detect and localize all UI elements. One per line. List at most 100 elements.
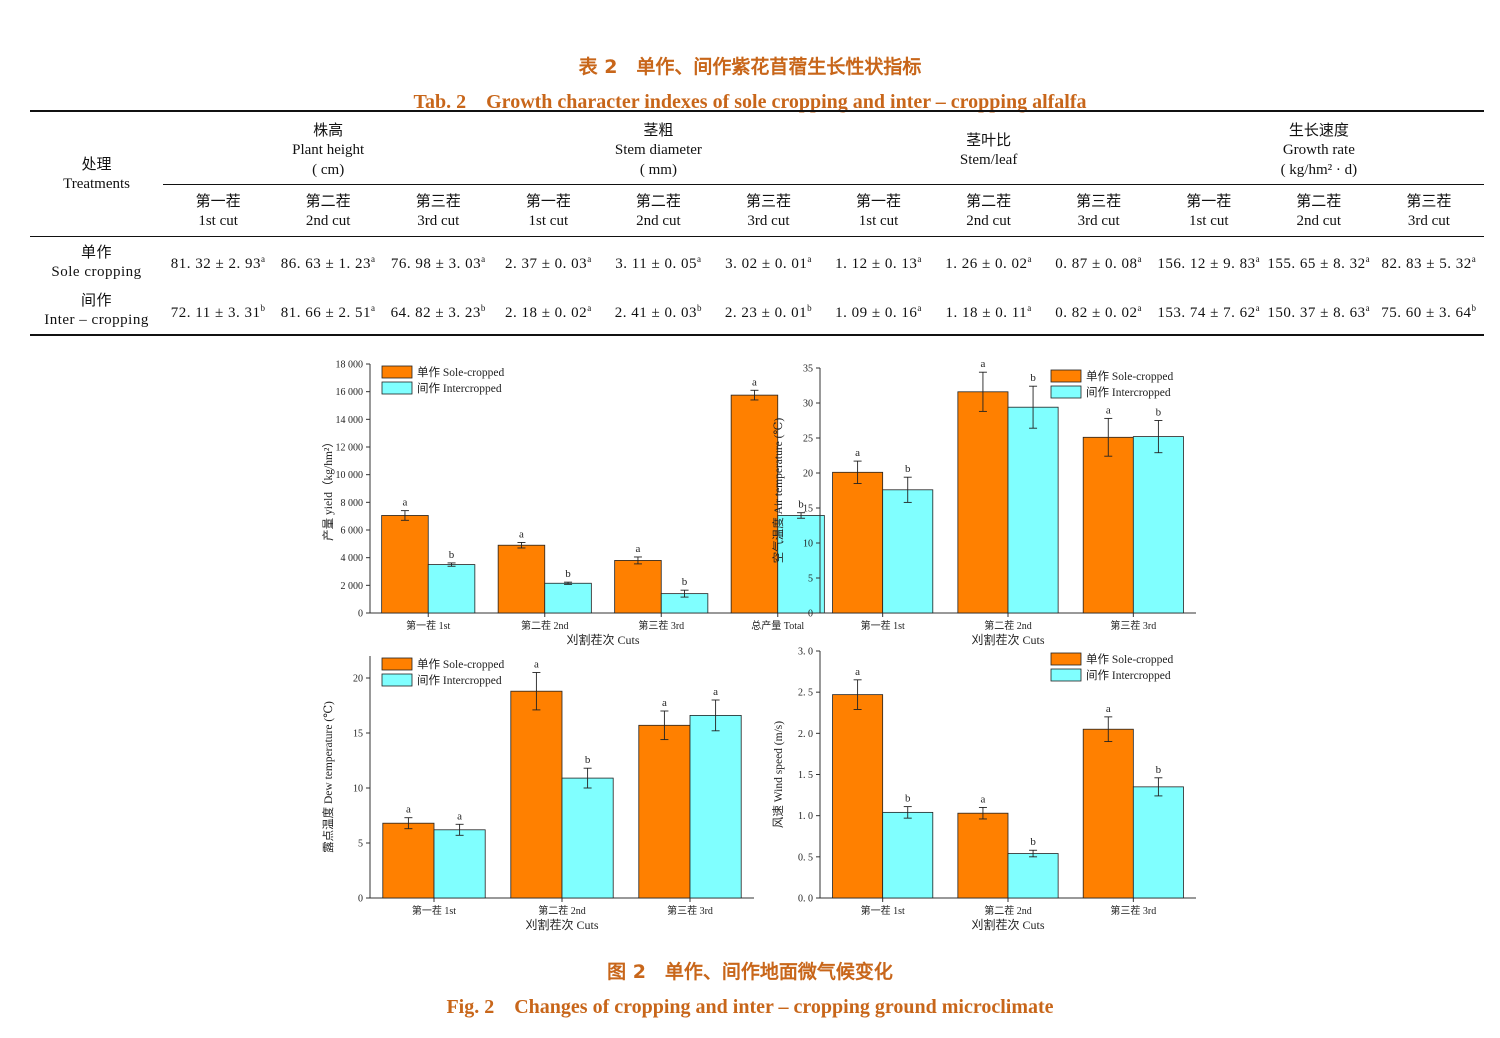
- cut-header: 第一茬 1st cut: [823, 184, 934, 237]
- significance-label: a: [752, 376, 757, 388]
- group-header: 生长速度 Growth rate ( kg/hm² · d): [1280, 121, 1358, 178]
- x-tick-label: 第一茬 1st: [406, 619, 450, 632]
- cut-header: 第二茬 2nd cut: [603, 184, 714, 237]
- table-row: 间作 Inter – cropping 72. 11 ± 3. 31b 81. 66 …: [30, 287, 1484, 335]
- x-tick-label: 第二茬 2nd: [984, 904, 1032, 917]
- y-tick-label: 1. 5: [798, 770, 813, 781]
- table-cell: 3. 02 ± 0. 01a: [725, 254, 812, 273]
- y-tick-label: 4 000: [341, 553, 364, 564]
- table-cell: 75. 60 ± 3. 64b: [1381, 302, 1477, 321]
- x-tick-label: 总产量 Total: [751, 619, 804, 632]
- x-tick-label: 第二茬 2nd: [538, 904, 586, 917]
- treatments-header: 处理 Treatments: [63, 155, 131, 192]
- x-tick-label: 第三茬 3rd: [1110, 904, 1156, 917]
- bar: [1007, 853, 1059, 899]
- y-tick-label: 35: [803, 364, 813, 375]
- chart-panel-1: 0 2 000 4 000 6 000 8 000 10 000 12 000 14 000 1…: [321, 360, 836, 647]
- legend-swatch: [1050, 668, 1082, 682]
- significance-label: b: [565, 568, 571, 580]
- table-cell: 155. 65 ± 8. 32a: [1267, 254, 1371, 273]
- y-tick-label: 10: [803, 539, 813, 550]
- figure-caption-cn: 图 2 单作、间作地面微气候变化: [607, 961, 893, 983]
- chart-panel-3: 0 5 10 15 20 第一茬 1st a a 第二茬 2nd a b 第三茬 3rd a a 刈割茬次 …: [321, 656, 754, 932]
- y-tick-label: 2. 0: [798, 729, 813, 740]
- significance-label: b: [1030, 836, 1036, 848]
- legend-label: 单作 Sole-cropped: [417, 366, 504, 379]
- table-cell: 1. 18 ± 0. 11a: [945, 302, 1032, 321]
- x-axis-label: 刈割茬次 Cuts: [971, 632, 1044, 647]
- significance-label: b: [798, 499, 804, 511]
- cut-header: 第一茬 1st cut: [163, 184, 274, 237]
- bar: [497, 544, 546, 614]
- table-row: 单作 Sole cropping 81. 32 ± 2. 93a 86. 63 ± 1…: [30, 236, 1484, 287]
- table-cell: 81. 66 ± 2. 51a: [280, 302, 376, 321]
- significance-label: a: [457, 810, 462, 822]
- y-tick-label: 16 000: [336, 387, 364, 398]
- table-cell: 2. 41 ± 0. 03b: [614, 302, 702, 321]
- y-tick-label: 0: [808, 609, 813, 620]
- significance-label: a: [534, 659, 539, 671]
- cut-header: 第二茬 2nd cut: [1263, 184, 1374, 237]
- significance-label: a: [403, 497, 408, 509]
- table-cell: 0. 87 ± 0. 08a: [1055, 254, 1143, 273]
- bar: [1082, 728, 1134, 899]
- y-tick-label: 20: [803, 469, 813, 480]
- microclimate-charts: 0 2 000 4 000 6 000 8 000 10 000 12 000 14 000 1…: [321, 358, 1196, 932]
- table-cell: 2. 23 ± 0. 01b: [724, 302, 813, 321]
- y-tick-label: 10: [353, 784, 363, 795]
- bar: [882, 811, 934, 899]
- y-tick-label: 18 000: [336, 360, 364, 371]
- x-axis-label: 刈割茬次 Cuts: [525, 917, 598, 932]
- significance-label: a: [980, 793, 985, 805]
- table-cell: 1. 26 ± 0. 02a: [945, 254, 1032, 273]
- bar: [433, 829, 486, 899]
- cut-header: 第三茬 3rd cut: [713, 184, 824, 237]
- bar: [832, 471, 884, 614]
- y-tick-label: 14 000: [336, 415, 364, 426]
- legend-swatch: [381, 673, 413, 687]
- table-cell: 64. 82 ± 3. 23b: [390, 302, 486, 321]
- cut-header: 第三茬 3rd cut: [1043, 184, 1154, 237]
- legend-swatch: [1050, 369, 1082, 383]
- x-tick-label: 第三茬 3rd: [638, 619, 684, 632]
- legend-swatch: [1050, 385, 1082, 399]
- table-cell: 86. 63 ± 1. 23a: [280, 254, 376, 273]
- y-axis-label: 露点温度 Dew temperature (℃): [321, 701, 335, 853]
- group-header: 茎粗 Stem diameter ( mm): [614, 121, 702, 178]
- cut-header: 第三茬 3rd cut: [383, 184, 494, 237]
- cut-header: 第一茬 1st cut: [1153, 184, 1264, 237]
- significance-label: b: [1156, 407, 1162, 419]
- y-tick-label: 6 000: [341, 526, 364, 537]
- y-tick-label: 30: [803, 399, 813, 410]
- bar: [832, 694, 884, 899]
- legend-swatch: [1050, 652, 1082, 666]
- significance-label: a: [636, 543, 641, 555]
- table-cell: 1. 09 ± 0. 16a: [835, 302, 922, 321]
- bar: [957, 812, 1009, 899]
- significance-label: b: [585, 754, 591, 766]
- legend-swatch: [381, 365, 413, 379]
- table-cell: 0. 82 ± 0. 02a: [1055, 302, 1143, 321]
- significance-label: a: [855, 666, 860, 678]
- table-cell: 1. 12 ± 0. 13a: [835, 254, 922, 273]
- bar: [1132, 786, 1184, 899]
- y-tick-label: 12 000: [336, 443, 364, 454]
- table-cell: 82. 83 ± 5. 32a: [1381, 254, 1477, 273]
- chart-panel-4: 0. 0 0. 5 1. 0 1. 5 2. 0 2. 5 3. 0 第一茬 1st a b 第二茬…: [772, 647, 1196, 932]
- chart-panel-2: 0 5 10 15 20 25 30 35 第一茬 1st a b 第二茬 2nd a b 第三茬 3rd a…: [771, 358, 1196, 647]
- bar: [427, 564, 476, 614]
- y-tick-label: 2 000: [341, 581, 364, 592]
- significance-label: b: [905, 463, 911, 475]
- bar: [510, 690, 563, 899]
- growth-table: 处理 Treatments 株高 Plant height ( cm) 茎粗 S…: [30, 110, 1484, 336]
- x-tick-label: 第二茬 2nd: [521, 619, 569, 632]
- x-axis-label: 刈割茬次 Cuts: [566, 632, 639, 647]
- y-tick-label: 0. 0: [798, 894, 813, 905]
- legend-label: 单作 Sole-cropped: [1086, 370, 1173, 383]
- bar: [1007, 406, 1059, 614]
- table-cell: 153. 74 ± 7. 62a: [1157, 302, 1261, 321]
- y-axis-label: 风速 Wind speed (m/s): [772, 721, 785, 828]
- legend-label: 间作 Intercropped: [1086, 669, 1171, 682]
- y-tick-label: 15: [353, 729, 363, 740]
- group-header: 茎叶比 Stem/leaf: [959, 131, 1018, 168]
